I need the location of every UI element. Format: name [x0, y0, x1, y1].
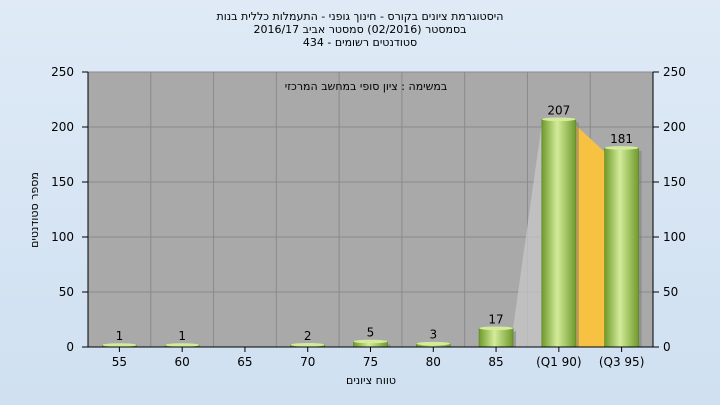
bar: [604, 147, 639, 348]
y-tick-label-left: 250: [51, 65, 74, 79]
x-tick-label: 65: [237, 355, 252, 369]
bar-top: [165, 343, 200, 347]
y-axis-label: מספר סטודנטים: [28, 172, 41, 248]
bar-top: [353, 339, 388, 344]
bar-top: [541, 117, 576, 122]
bar-top: [479, 326, 514, 331]
y-tick-label-right: 250: [663, 65, 686, 79]
bar-top: [102, 343, 137, 347]
axes: 0 0 50 50 100 100 150 150 200 200 250 250 55 60 65 70 75…: [51, 65, 686, 369]
y-tick-label-left: 200: [51, 120, 74, 134]
y-tick-label-left: 100: [51, 230, 74, 244]
bar-value-label: 3: [429, 328, 437, 342]
y-tick-label-left: 50: [59, 285, 74, 299]
x-tick-label: (Q1 90): [536, 355, 582, 369]
bar: [541, 119, 577, 348]
y-tick-label-left: 150: [51, 175, 74, 189]
y-tick-label-right: 150: [663, 175, 686, 189]
x-tick-label: (Q3 95): [599, 355, 645, 369]
x-tick-label: 55: [112, 355, 127, 369]
y-tick-label-left: 0: [66, 340, 74, 354]
chart-title-line-1: היסטוגרמת ציונים בקורס - חינוך גופני - ה…: [216, 10, 504, 23]
bar-value-label: 1: [178, 329, 186, 343]
bar-value-label: 181: [610, 132, 633, 146]
quartile-band-fill: [575, 125, 605, 347]
x-axis-label: טווח ציונים: [346, 374, 396, 387]
bar-value-label: 2: [304, 329, 312, 343]
chart-title-line-2: בסמסטר (02/2016) סמסטר אביב 2016/17: [253, 23, 467, 36]
chart-annotation: במשימה : ציון סופי במחשב המרכזי: [285, 80, 448, 93]
x-tick-label: 80: [426, 355, 441, 369]
bar-top: [604, 146, 639, 150]
y-tick-label-right: 0: [663, 340, 671, 354]
bar-value-label: 5: [367, 326, 375, 340]
bar-top: [416, 341, 451, 346]
trend-shadow: [513, 123, 542, 347]
bar-top: [290, 343, 325, 347]
bar-value-label: 207: [547, 103, 570, 117]
y-tick-label-right: 100: [663, 230, 686, 244]
x-tick-label: 85: [488, 355, 503, 369]
y-tick-label-right: 50: [663, 285, 678, 299]
x-tick-label: 60: [175, 355, 190, 369]
y-tick-label-right: 200: [663, 120, 686, 134]
quartile-band: [513, 123, 605, 347]
x-tick-label: 70: [300, 355, 315, 369]
bar: [478, 327, 514, 348]
bar-value-label: 1: [116, 329, 124, 343]
bars: 1 1 2 5 3 17 207 181: [102, 103, 642, 348]
x-tick-label: 75: [363, 355, 378, 369]
bar-value-label: 17: [488, 312, 503, 326]
chart-title-line-3: סטודנטים רשומים - 434: [302, 36, 418, 49]
